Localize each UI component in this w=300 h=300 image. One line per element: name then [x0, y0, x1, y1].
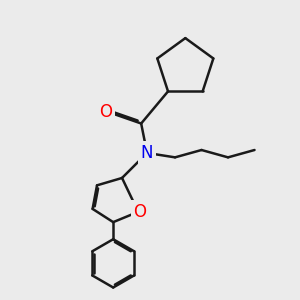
Text: O: O	[133, 203, 146, 221]
Text: O: O	[99, 103, 112, 121]
Text: N: N	[141, 144, 153, 162]
